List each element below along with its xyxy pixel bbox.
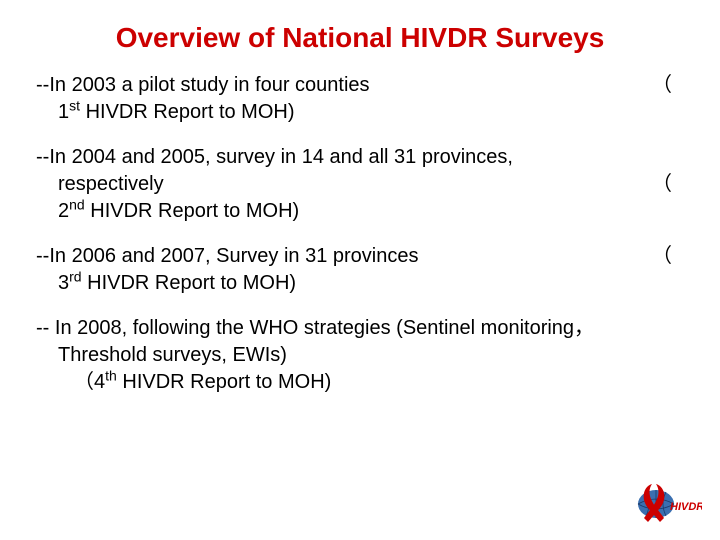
item-line: （4th HIVDR Report to MOH) — [36, 369, 700, 396]
item-line: respectively — [36, 171, 700, 198]
bullet-prefix: -- — [36, 74, 49, 96]
item-line: -- In 2008, following the WHO strategies… — [36, 315, 700, 342]
item-text: In 2008, following the WHO strategies (S… — [55, 317, 594, 339]
ordinal: 1st — [58, 101, 80, 123]
trailing-paren: （ — [652, 243, 672, 270]
bullet-item: （ --In 2003 a pilot study in four counti… — [36, 72, 700, 126]
content-area: （ --In 2003 a pilot study in four counti… — [0, 72, 720, 396]
ordinal-sup: nd — [69, 196, 85, 212]
ordinal: 3rd — [58, 272, 82, 294]
bullet-prefix: -- — [36, 245, 49, 267]
item-text: In 2006 and 2007, Survey in 31 provinces — [49, 245, 418, 267]
bullet-prefix: -- — [36, 317, 55, 339]
ordinal-num: 2 — [58, 200, 69, 222]
item-text: In 2003 a pilot study in four counties — [49, 74, 369, 96]
ordinal-sup: th — [105, 367, 117, 383]
bullet-item: （ --In 2004 and 2005, survey in 14 and a… — [36, 144, 700, 225]
item-line: --In 2003 a pilot study in four counties — [36, 72, 700, 99]
logo-svg: HIVDR — [634, 478, 702, 526]
ordinal-sup: st — [69, 97, 80, 113]
ordinal: 2nd — [58, 200, 85, 222]
logo-label: HIVDR — [670, 501, 702, 513]
trailing-paren: （ — [652, 171, 672, 198]
page-title: Overview of National HIVDR Surveys — [0, 0, 720, 72]
item-text: In 2004 and 2005, survey in 14 and all 3… — [49, 146, 513, 168]
item-text: HIVDR Report to MOH) — [80, 101, 294, 123]
item-text: HIVDR Report to MOH) — [85, 200, 299, 222]
ordinal: 4th — [94, 371, 117, 393]
hivdr-logo: HIVDR — [634, 478, 702, 526]
bullet-prefix: -- — [36, 146, 49, 168]
leading-paren: （ — [74, 371, 94, 393]
ordinal-num: 1 — [58, 101, 69, 123]
item-text: Threshold surveys, EWIs) — [58, 344, 287, 366]
item-line: 1st HIVDR Report to MOH) — [36, 99, 700, 126]
bullet-item: -- In 2008, following the WHO strategies… — [36, 315, 700, 396]
item-line: 2nd HIVDR Report to MOH) — [36, 198, 700, 225]
ordinal-num: 3 — [58, 272, 69, 294]
trailing-paren: （ — [652, 72, 672, 99]
ordinal-num: 4 — [94, 371, 105, 393]
item-text: respectively — [58, 173, 164, 195]
item-line: --In 2006 and 2007, Survey in 31 provinc… — [36, 243, 700, 270]
item-line: 3rd HIVDR Report to MOH) — [36, 270, 700, 297]
item-text: HIVDR Report to MOH) — [82, 272, 296, 294]
item-line: Threshold surveys, EWIs) — [36, 342, 700, 369]
item-text: HIVDR Report to MOH) — [117, 371, 331, 393]
bullet-item: （ --In 2006 and 2007, Survey in 31 provi… — [36, 243, 700, 297]
item-line: --In 2004 and 2005, survey in 14 and all… — [36, 144, 700, 171]
ordinal-sup: rd — [69, 268, 81, 284]
